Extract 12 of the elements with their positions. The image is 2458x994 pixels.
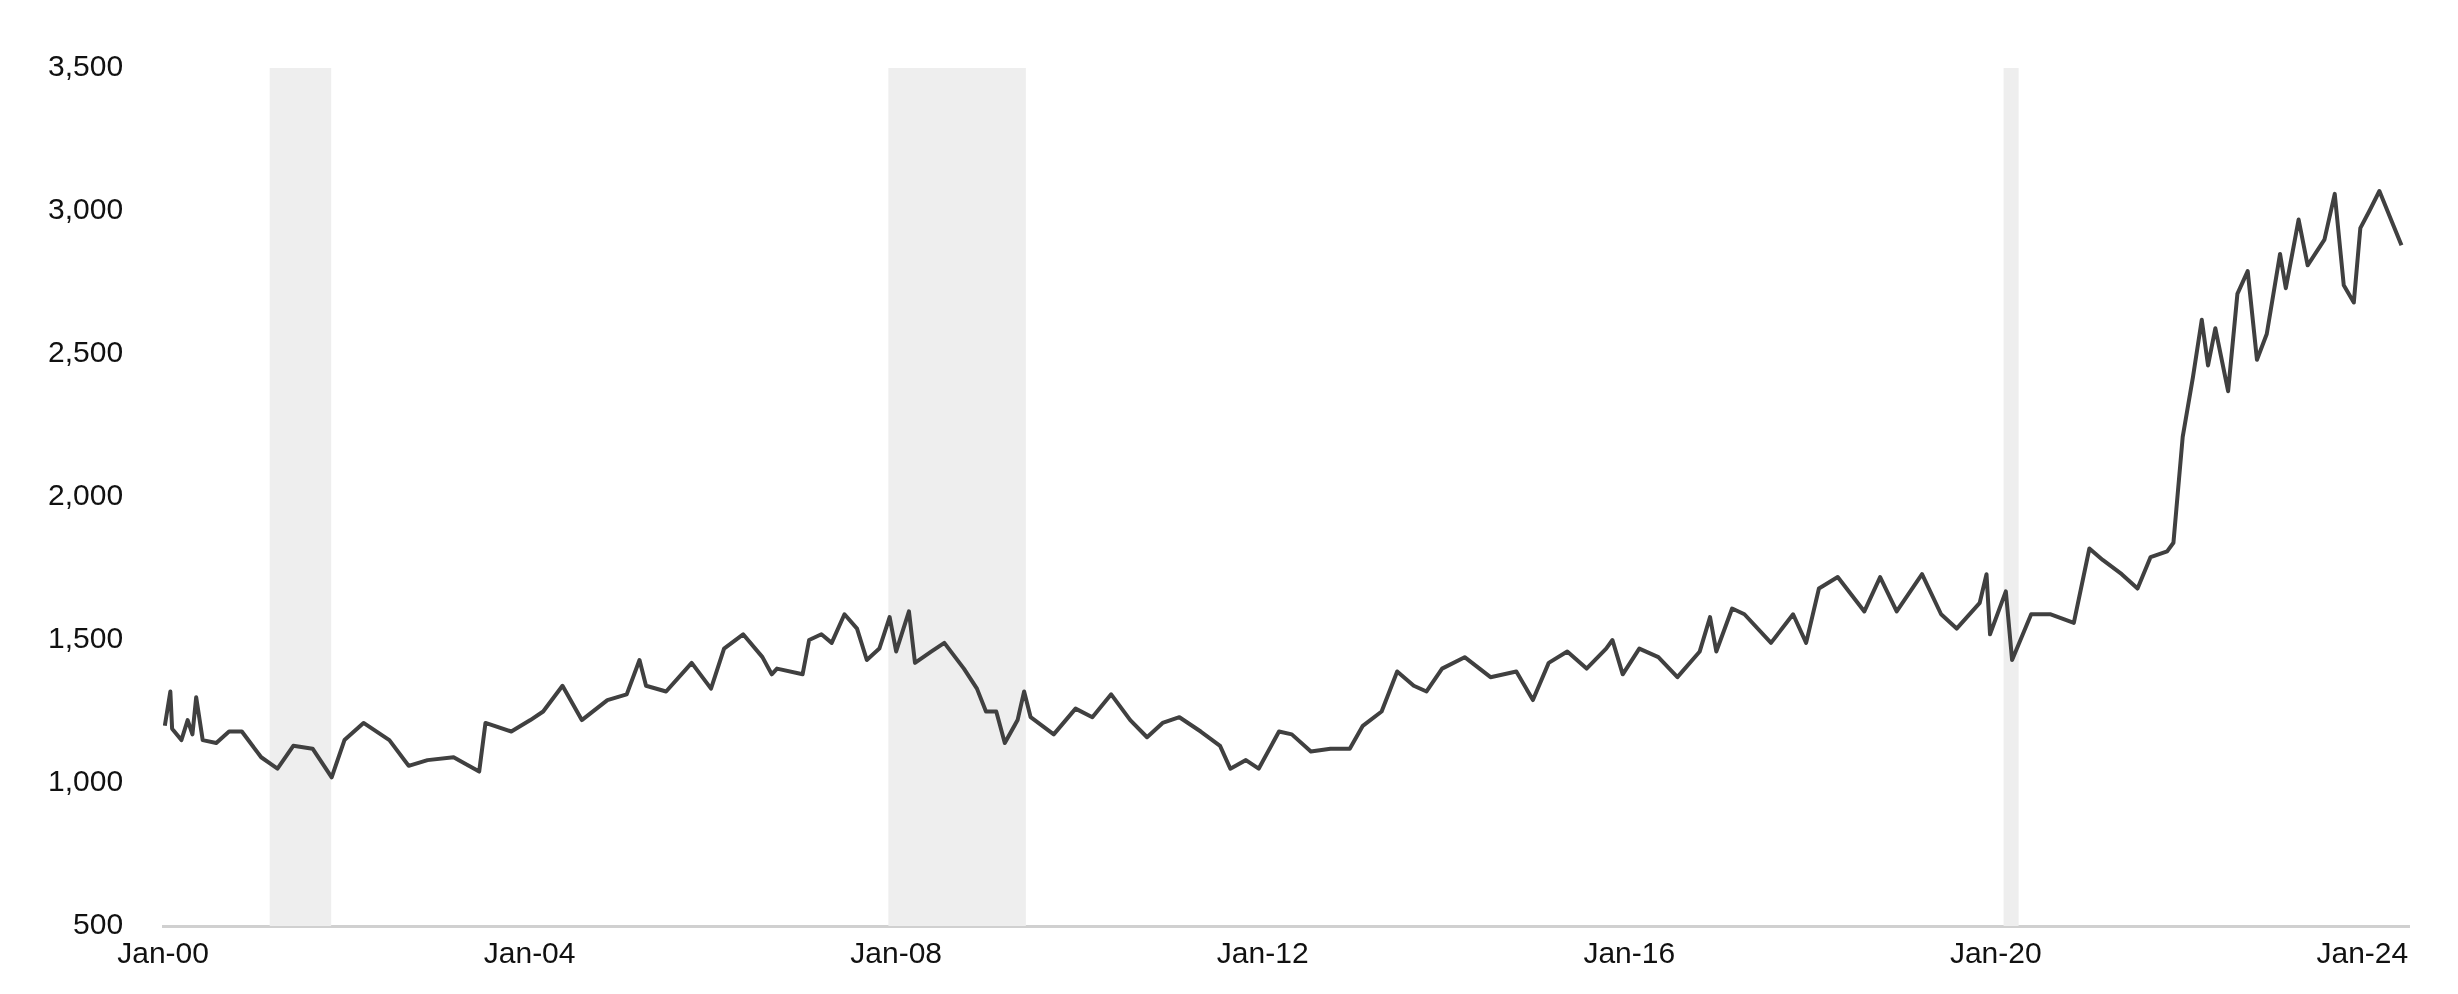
y-tick-label: 3,500 <box>48 49 124 83</box>
y-tick-label: 1,500 <box>48 621 124 655</box>
x-tick-label: Jan-16 <box>1583 936 1676 970</box>
x-tick-label: Jan-08 <box>850 936 943 970</box>
x-tick-label: Jan-04 <box>483 936 576 970</box>
x-tick-label: Jan-20 <box>1949 936 2042 970</box>
y-tick-label: 2,500 <box>48 335 124 369</box>
x-tick-label: Jan-12 <box>1216 936 1309 970</box>
y-tick-label: 3,000 <box>48 192 124 226</box>
x-tick-label: Jan-24 <box>2316 936 2409 970</box>
y-tick-label: 2,000 <box>48 478 124 512</box>
y-tick-label: 1,000 <box>48 764 124 798</box>
